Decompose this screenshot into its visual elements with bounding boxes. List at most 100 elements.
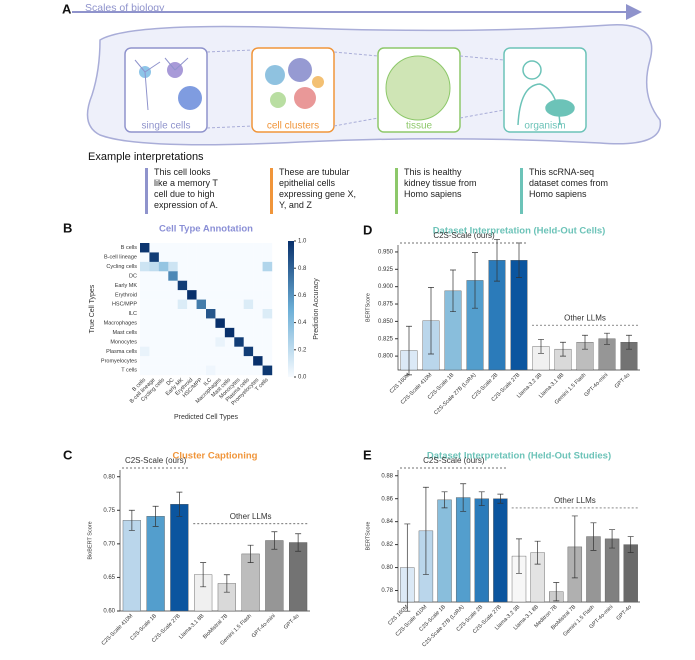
heat-cell	[243, 280, 254, 291]
heat-cell	[234, 327, 244, 338]
y-tick-label: B-cell lineage	[104, 255, 137, 261]
colorbar-tick-label: 0.8	[298, 266, 307, 272]
heat-cell	[158, 290, 169, 300]
heat-cell	[243, 356, 254, 366]
heat-cell	[253, 290, 263, 300]
group-label: C2S-Scale (ours)	[423, 456, 485, 465]
heat-cell	[224, 290, 235, 300]
heat-cell	[149, 318, 160, 329]
colorbar-tick-label: 0.6	[298, 293, 307, 299]
heat-cell	[187, 337, 197, 347]
heat-cell	[253, 243, 263, 253]
connector	[206, 49, 505, 129]
heat-cell	[158, 318, 169, 329]
heat-cell	[177, 243, 188, 253]
y-tick-label: Early MK	[115, 283, 138, 289]
heat-cell	[224, 327, 235, 338]
scale-label: organism	[524, 121, 565, 132]
y-tick-label: 0.65	[103, 575, 115, 581]
heat-cell	[196, 290, 207, 300]
heat-cell	[177, 365, 188, 376]
x-tick-label: C2S-Scale 410M	[101, 613, 135, 647]
heat-cell	[234, 243, 244, 253]
heat-cell	[206, 309, 216, 319]
heat-cell	[215, 271, 226, 281]
heat-cell	[187, 327, 197, 338]
heat-cell	[262, 243, 273, 253]
error-bar	[571, 515, 578, 579]
y-tick-label: 0.60	[103, 609, 115, 615]
heat-cell	[243, 318, 254, 329]
heat-cell	[168, 252, 178, 263]
heat-cell	[140, 346, 150, 357]
error-bar	[460, 483, 467, 512]
panel-letter: B	[63, 220, 72, 235]
heat-cell	[215, 318, 226, 329]
heat-cell	[158, 327, 169, 338]
heat-cell	[215, 299, 226, 310]
example-line: Homo sapiens	[529, 189, 587, 199]
heat-cell	[215, 243, 226, 253]
heat-cell	[168, 271, 178, 281]
heat-cell	[158, 346, 169, 357]
heat-cell	[140, 290, 150, 300]
example-bar	[520, 168, 523, 214]
cell-icons	[134, 57, 202, 111]
error-bar	[422, 486, 429, 575]
heat-cell	[253, 261, 263, 272]
heat-cell	[224, 337, 235, 347]
heat-cell	[140, 337, 150, 347]
heat-cell	[215, 346, 226, 357]
y-tick-label: Erythroid	[115, 292, 137, 298]
heat-cell	[253, 356, 263, 366]
heat-cell	[262, 346, 273, 357]
heat-cell	[187, 243, 197, 253]
heat-cell	[243, 290, 254, 300]
panel-letter: E	[363, 447, 372, 462]
chart-title: Cluster Captioning	[173, 451, 258, 462]
heat-cell	[206, 252, 216, 263]
heat-cell	[243, 299, 254, 310]
heat-cell	[140, 280, 150, 291]
y-tick-label: Cycling cells	[106, 264, 137, 270]
heat-cell	[224, 365, 235, 376]
y-tick-label: 0.70	[103, 541, 115, 547]
heat-cell	[243, 271, 254, 281]
error-bar	[582, 334, 588, 350]
colorbar-tick-label: 0.4	[298, 320, 307, 326]
bar	[289, 542, 308, 612]
bar	[170, 504, 189, 612]
chart-title: Dataset Interpretation (Held-Out Cells)	[433, 226, 606, 237]
heat-cell	[243, 346, 254, 357]
heat-cell	[253, 346, 263, 357]
example-line: epithelial cells	[279, 178, 336, 188]
heat-cell	[158, 280, 169, 291]
example-text: These are tubular epithelial cells express…	[279, 167, 356, 210]
y-tick-label: 0.86	[381, 496, 393, 502]
panel-letter: D	[363, 222, 372, 237]
heat-cell	[196, 243, 207, 253]
heat-cell	[234, 365, 244, 376]
heat-cell	[158, 309, 169, 319]
heat-cell	[234, 299, 244, 310]
heat-cell	[158, 365, 169, 376]
error-bar	[609, 529, 616, 549]
y-tick-label: B cells	[121, 245, 137, 251]
heat-cell	[168, 243, 178, 253]
heat-cell	[149, 271, 160, 281]
heat-cell	[158, 356, 169, 366]
y-tick-label: 0.80	[381, 565, 393, 571]
heat-cell	[253, 299, 263, 310]
error-bar	[590, 522, 597, 551]
example-line: expression of A.	[154, 200, 218, 210]
heat-cell	[168, 356, 178, 366]
heat-cell	[215, 309, 226, 319]
heat-cell	[243, 252, 254, 263]
example-text: This is healthy kidney tissue from Homo sa…	[404, 167, 477, 199]
tissue-icon	[385, 55, 451, 121]
y-tick-label: 0.850	[378, 319, 394, 325]
heat-cell	[243, 261, 254, 272]
y-tick-label: DC	[129, 273, 137, 279]
group-label: Other LLMs	[554, 496, 596, 505]
